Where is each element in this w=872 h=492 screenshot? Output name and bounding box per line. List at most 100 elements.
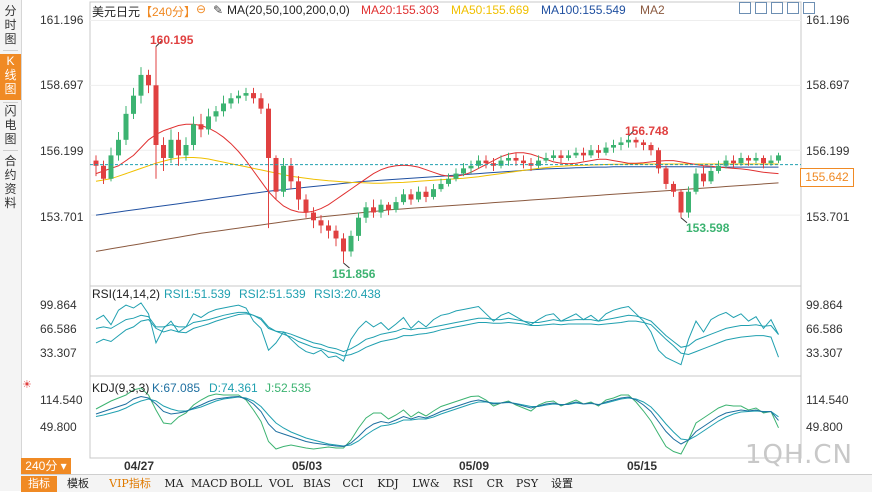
oscillator-lines <box>95 302 779 455</box>
candle-body <box>168 139 174 158</box>
extreme-markers <box>155 40 688 269</box>
candle-body <box>281 165 286 192</box>
candle-body <box>296 181 301 200</box>
tab-flash[interactable]: 闪 电 图 <box>4 104 17 146</box>
candle-body <box>731 160 736 164</box>
tab-kdj[interactable]: KDJ <box>377 477 399 490</box>
candle-body <box>708 170 714 182</box>
candle-body <box>633 139 639 143</box>
zoom-in-icon[interactable] <box>755 2 767 14</box>
rsi-tick-left: 66.586 <box>40 322 77 336</box>
tab-rsi[interactable]: RSI <box>452 477 474 490</box>
tab-lw[interactable]: LW& <box>412 477 440 490</box>
candle-body <box>701 173 706 182</box>
kdj-d-value: D:74.361 <box>209 381 258 395</box>
candle-body <box>93 160 99 166</box>
target-icon[interactable]: ☀ <box>22 379 32 391</box>
candles <box>93 46 781 263</box>
scroll-right-icon[interactable] <box>803 2 815 14</box>
extreme-pointer <box>628 129 635 137</box>
candle-body <box>198 124 204 130</box>
candle-body <box>536 160 541 166</box>
tab-contract-info[interactable]: 合 约 资 料 <box>4 154 17 210</box>
ma50-value: MA50:155.669 <box>451 3 530 17</box>
rsi-tick-right: 99.864 <box>806 298 843 312</box>
rsi-params-label[interactable]: RSI(14,14,2) <box>92 287 161 301</box>
candle-body <box>648 145 654 151</box>
tab-indicators[interactable]: 指标 <box>21 476 57 492</box>
tab-cr[interactable]: CR <box>486 477 504 490</box>
price-tick-left: 158.697 <box>40 78 84 92</box>
symbol-label: 美元日元 <box>92 5 141 19</box>
candle-body <box>566 155 571 158</box>
pen-icon[interactable]: ✎ <box>213 3 224 17</box>
candle-body <box>378 204 384 213</box>
candle-body <box>716 165 721 171</box>
candle-body <box>423 191 429 197</box>
tab-bias[interactable]: BIAS <box>303 477 331 490</box>
candle-body <box>543 157 549 161</box>
ma-params-label[interactable]: MA(20,50,100,200,0,0) <box>227 3 350 17</box>
side-tab-bar: 分 时 图 K 线 图 闪 电 图 合 约 资 料 <box>0 0 22 491</box>
rsi-tick-right: 33.307 <box>806 346 843 360</box>
tab-vol[interactable]: VOL <box>268 477 294 490</box>
candle-body <box>776 155 781 161</box>
ma100-line <box>95 166 779 216</box>
candle-body <box>461 168 466 174</box>
low-label: 153.598 <box>686 221 730 235</box>
candle-body <box>183 145 189 156</box>
candle-body <box>206 116 211 130</box>
tab-macd[interactable]: MACD <box>191 477 228 490</box>
rsi-tick-left: 33.307 <box>40 346 77 360</box>
candle-body <box>408 194 414 200</box>
candle-body <box>738 157 744 164</box>
candle-body <box>311 212 316 221</box>
candle-body <box>191 124 196 145</box>
candle-body <box>108 155 114 179</box>
tab-divider <box>3 150 18 151</box>
indicator-tab-bar: 指标 模板 VIP指标 MA MACD BOLL VOL BIAS CCI KD… <box>21 474 872 492</box>
watermark: 1QH.CN <box>745 440 853 470</box>
period-dropdown[interactable]: 240分 ▾ <box>21 458 71 474</box>
tab-settings[interactable]: 设置 <box>551 477 573 490</box>
candle-body <box>468 165 474 169</box>
period-dropdown-label: 240分 <box>25 459 58 473</box>
candle-body <box>363 207 369 218</box>
fullscreen-icon[interactable] <box>739 2 751 14</box>
kdj-params-label[interactable]: KDJ(9,3,3) <box>92 381 150 395</box>
price-tick-left: 161.196 <box>40 13 84 27</box>
tab-template[interactable]: 模板 <box>67 477 89 490</box>
candle-body <box>641 142 646 145</box>
candle-body <box>581 152 586 156</box>
tab-kline[interactable]: K 线 图 <box>0 54 21 100</box>
tab-psy[interactable]: PSY <box>515 477 539 490</box>
candle-body <box>401 194 406 203</box>
price-tick-right: 158.697 <box>806 78 850 92</box>
candle-body <box>258 98 264 109</box>
candle-body <box>341 238 346 252</box>
candle-body <box>671 183 676 192</box>
candle-body <box>273 157 279 192</box>
rsi2-line <box>95 311 779 353</box>
tab-vip-indicators[interactable]: VIP指标 <box>109 477 151 490</box>
tab-timeshare[interactable]: 分 时 图 <box>4 4 17 46</box>
rsi3-line <box>95 313 779 358</box>
zoom-out-icon[interactable] <box>771 2 783 14</box>
scroll-left-icon[interactable] <box>787 2 799 14</box>
tab-ma[interactable]: MA <box>164 477 184 490</box>
tab-boll[interactable]: BOLL <box>230 477 262 490</box>
settings-icon[interactable]: ⊖ <box>196 2 207 16</box>
last-price-badge: 155.642 <box>800 168 854 187</box>
tab-divider <box>3 102 18 103</box>
candle-body <box>356 217 361 236</box>
candle-body <box>746 157 751 161</box>
ma20-value: MA20:155.303 <box>361 3 440 17</box>
candle-body <box>558 155 564 158</box>
tab-cci[interactable]: CCI <box>342 477 364 490</box>
date-tick: 05/15 <box>627 459 658 473</box>
kdj-k-value: K:67.085 <box>152 381 201 395</box>
period-label[interactable]: 【240分】 <box>140 5 197 19</box>
price-tick-right: 161.196 <box>806 13 850 27</box>
